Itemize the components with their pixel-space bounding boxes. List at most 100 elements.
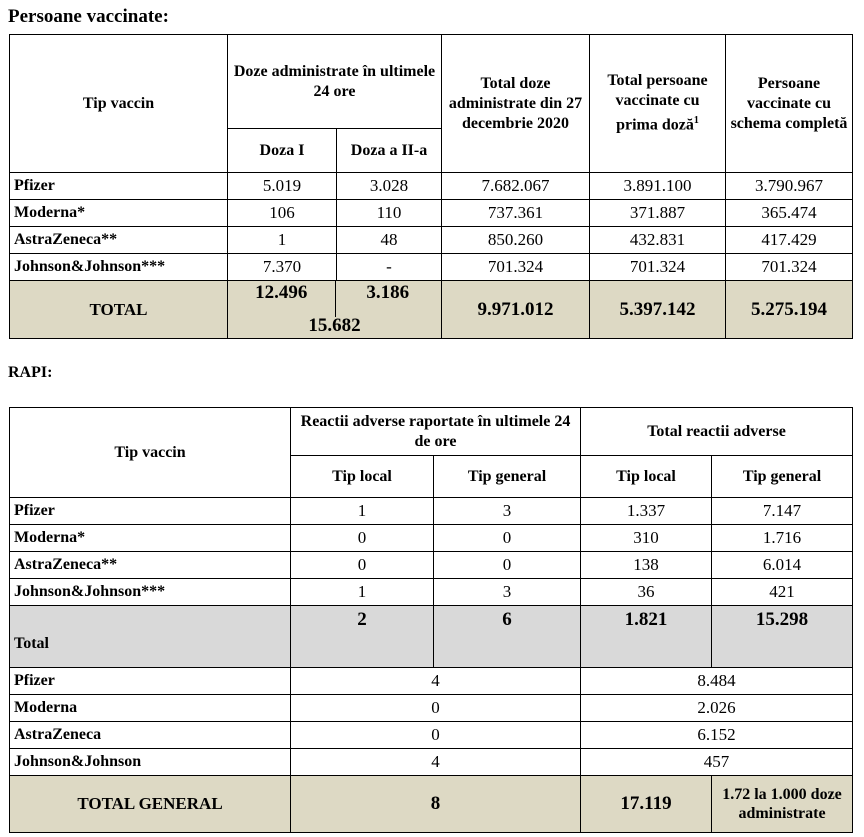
general-24h-cell: 3	[433, 578, 581, 606]
table-row: Pfizer 4 8.484	[9, 667, 854, 695]
table-row: Pfizer 5.019 3.028 7.682.067 3.891.100 3.790.…	[9, 172, 853, 200]
general-total-cell: 421	[710, 578, 854, 606]
table-row: Moderna* 106 110 737.361 371.887 365.474	[9, 199, 853, 227]
reactii-total-cell: 6.152	[579, 721, 854, 749]
total-doze-24h: 12.496 3.186 15.682	[227, 280, 442, 339]
schema-completa-cell: 365.474	[725, 199, 853, 227]
doza2-cell: 110	[336, 199, 442, 227]
local-24h-cell: 0	[290, 551, 434, 579]
total-doze: 9.971.012	[441, 280, 590, 339]
table-row: AstraZeneca** 0 0 138 6.014	[9, 551, 854, 579]
vaccine-name: Moderna	[9, 694, 291, 722]
prima-doza-cell: 701.324	[589, 253, 726, 281]
total-local: 1.821	[580, 605, 712, 668]
schema-completa-cell: 701.324	[725, 253, 853, 281]
total-prima: 5.397.142	[589, 280, 726, 339]
general-24h-cell: 0	[433, 551, 581, 579]
header-tip-vaccin: Tip vaccin	[9, 407, 291, 498]
table-row: Pfizer 1 3 1.337 7.147	[9, 497, 854, 525]
general-total-cell: 6.014	[710, 551, 854, 579]
total-general: 15.298	[710, 605, 854, 668]
doza1-cell: 1	[227, 226, 337, 254]
rapi-table: Tip vaccin Reactii adverse raportate în …	[9, 407, 854, 833]
vaccine-name: Pfizer	[9, 497, 291, 525]
vaccine-name: Johnson&Johnson***	[9, 253, 228, 281]
header-doza2: Doza a II-a	[336, 128, 442, 173]
local-total-cell: 36	[580, 578, 712, 606]
total-general-row: TOTAL GENERAL 8 17.119 1.72 la 1.000 doz…	[9, 775, 854, 833]
total-doze-sum: 15.682	[308, 315, 361, 336]
local-total-cell: 138	[580, 551, 712, 579]
vaccine-name: AstraZeneca**	[9, 551, 291, 579]
local-24h-cell: 1	[290, 578, 434, 606]
total-doza2: 3.186	[366, 282, 410, 303]
header-total-reactii: Total reactii adverse	[579, 407, 854, 456]
local-total-cell: 1.337	[580, 497, 712, 525]
section-title-rapi: RAPI:	[8, 364, 53, 381]
general-total-cell: 1.716	[710, 524, 854, 552]
table-row: Johnson&Johnson 4 457	[9, 748, 854, 776]
header-tip-vaccin: Tip vaccin	[9, 34, 228, 173]
total-doza1: 12.496	[255, 282, 308, 303]
vaccinated-table: Tip vaccin Doze administrate în ultimele…	[9, 34, 853, 339]
total-general-24h: 6	[433, 605, 581, 668]
table-row: AstraZeneca 0 6.152	[9, 721, 854, 749]
schema-completa-cell: 3.790.967	[725, 172, 853, 200]
header-tip-general-24h: Tip general	[433, 455, 581, 498]
doza1-cell: 7.370	[227, 253, 337, 281]
total-local-24h: 2	[290, 605, 434, 668]
general-24h-cell: 3	[433, 497, 581, 525]
total-general-24h: 8	[290, 775, 581, 833]
header-tip-local-total: Tip local	[580, 455, 712, 498]
total-row: TOTAL 12.496 3.186 15.682 9.971.012 5.39…	[9, 280, 853, 339]
total-label: Total	[9, 605, 291, 668]
general-total-cell: 7.147	[710, 497, 854, 525]
rapi-total-row: Total 2 6 1.821 15.298	[9, 605, 854, 668]
total-doze-cell: 737.361	[441, 199, 590, 227]
total-general-label: TOTAL GENERAL	[9, 775, 291, 833]
table-row: Moderna 0 2.026	[9, 694, 854, 722]
vaccine-name: AstraZeneca	[9, 721, 291, 749]
vaccine-name: Pfizer	[9, 667, 291, 695]
reactii-total-cell: 457	[579, 748, 854, 776]
vaccine-name: AstraZeneca**	[9, 226, 228, 254]
header-doze-24h: Doze administrate în ultimele 24 ore	[227, 34, 442, 129]
local-24h-cell: 1	[290, 497, 434, 525]
reactii-24h-cell: 4	[290, 748, 581, 776]
prima-doza-cell: 3.891.100	[589, 172, 726, 200]
prima-doza-cell: 432.831	[589, 226, 726, 254]
footnote-marker: 1	[693, 115, 699, 127]
header-prima-doza: Total persoane vaccinate cu prima doză1	[589, 34, 726, 173]
header-total-doze: Total doze administrate din 27 decembrie…	[441, 34, 590, 173]
doza2-cell: -	[336, 253, 442, 281]
prima-doza-cell: 371.887	[589, 199, 726, 227]
vaccine-name: Pfizer	[9, 172, 228, 200]
doza2-cell: 3.028	[336, 172, 442, 200]
table-row: Johnson&Johnson*** 7.370-701.324 701.324 70…	[9, 253, 853, 281]
reactii-24h-cell: 4	[290, 667, 581, 695]
local-total-cell: 310	[580, 524, 712, 552]
reactii-total-cell: 2.026	[579, 694, 854, 722]
schema-completa-cell: 417.429	[725, 226, 853, 254]
total-label: TOTAL	[9, 280, 228, 339]
reactii-24h-cell: 0	[290, 721, 581, 749]
vaccine-name: Johnson&Johnson***	[9, 578, 291, 606]
header-prima-doza-text: Total persoane vaccinate cu prima doză	[607, 72, 708, 134]
header-schema-completa: Persoane vaccinate cu schema completă	[725, 34, 853, 173]
doza1-cell: 5.019	[227, 172, 337, 200]
reactii-24h-cell: 0	[290, 694, 581, 722]
total-doze-cell: 7.682.067	[441, 172, 590, 200]
doza2-cell: 48	[336, 226, 442, 254]
total-general-reactii: 17.119	[580, 775, 712, 833]
header-tip-local-24h: Tip local	[290, 455, 434, 498]
reactii-total-cell: 8.484	[579, 667, 854, 695]
vaccine-name: Johnson&Johnson	[9, 748, 291, 776]
divider	[334, 281, 336, 317]
header-tip-general-total: Tip general	[710, 455, 854, 498]
header-reactii-24h: Reactii adverse raportate în ultimele 24…	[290, 407, 581, 456]
header-doza1: Doza I	[227, 128, 337, 173]
total-complet: 5.275.194	[725, 280, 853, 339]
total-general-rate: 1.72 la 1.000 doze administrate	[710, 775, 854, 833]
general-24h-cell: 0	[433, 524, 581, 552]
vaccine-name: Moderna*	[9, 524, 291, 552]
